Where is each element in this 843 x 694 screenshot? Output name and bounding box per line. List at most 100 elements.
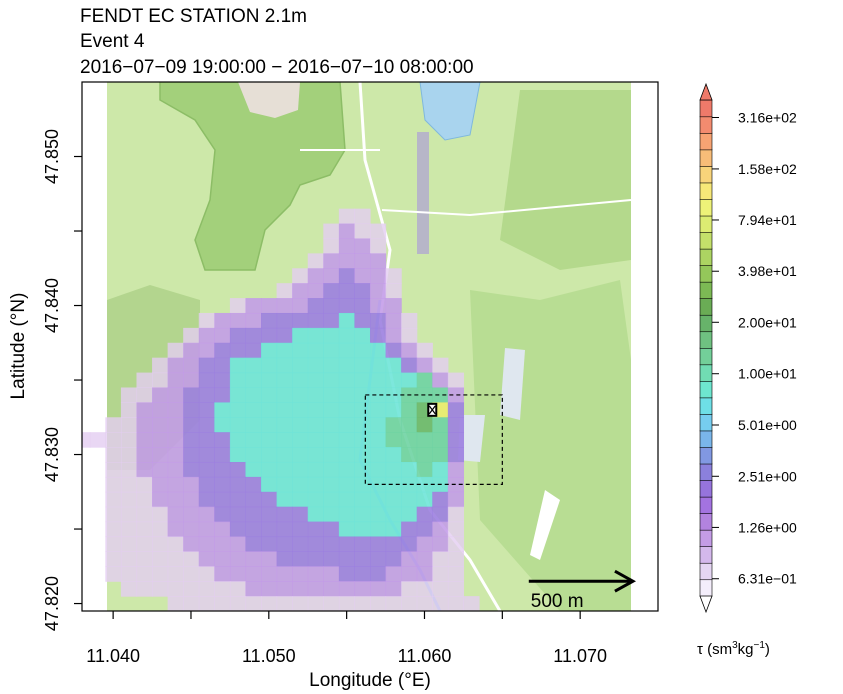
- footprint-cell: [447, 372, 465, 389]
- footprint-cell: [120, 581, 138, 597]
- footprint-cell: [370, 223, 387, 240]
- colorbar-segment: [699, 182, 713, 200]
- footprint-cell: [214, 461, 231, 478]
- footprint-cell: [416, 447, 433, 463]
- footprint-cell: [354, 447, 371, 463]
- footprint-cell: [323, 521, 340, 538]
- x-axis-label: Longitude (°E): [309, 670, 431, 691]
- footprint-cell: [307, 506, 324, 523]
- footprint-cell: [183, 372, 200, 389]
- footprint-cell: [136, 536, 153, 552]
- footprint-cell: [276, 312, 293, 329]
- footprint-cell: [245, 596, 262, 611]
- footprint-cell: [292, 447, 309, 463]
- footprint-cell: [245, 476, 262, 493]
- footprint-cell: [229, 521, 247, 538]
- footprint-cell: [214, 566, 231, 582]
- footprint-cell: [307, 596, 324, 611]
- footprint-cell: [338, 312, 356, 329]
- x-tick-label: 11.070: [553, 646, 607, 666]
- footprint-cell: [432, 387, 449, 403]
- footprint-cell: [261, 402, 278, 418]
- footprint-cell: [167, 461, 184, 478]
- footprint-cell: [385, 312, 402, 329]
- colorbar-segment: [699, 149, 713, 167]
- footprint-cell: [385, 298, 402, 314]
- footprint-cell: [323, 536, 340, 552]
- footprint-cell: [323, 372, 340, 389]
- footprint-cell: [385, 447, 402, 463]
- footprint-cell: [276, 342, 293, 359]
- footprint-cell: [261, 342, 278, 359]
- colorbar-segment: [699, 380, 713, 399]
- colorbar-lower-arrow: [699, 595, 713, 614]
- footprint-cell: [261, 521, 278, 538]
- footprint-cell: [354, 417, 371, 433]
- footprint-cell: [401, 581, 418, 597]
- footprint-cell: [198, 476, 215, 493]
- footprint-cell: [370, 521, 387, 538]
- footprint-cell: [354, 283, 371, 299]
- footprint-cell: [370, 327, 387, 344]
- footprint-cell: [276, 402, 293, 418]
- footprint-cell: [370, 551, 387, 567]
- footprint-cell: [261, 596, 278, 611]
- colorbar-segment: [699, 479, 713, 498]
- footprint-cell: [105, 506, 122, 523]
- colorbar-segment: [699, 281, 713, 299]
- footprint-cell: [401, 536, 418, 552]
- footprint-cell: [292, 432, 309, 448]
- footprint-cell: [276, 566, 293, 582]
- footprint-cell: [167, 491, 184, 508]
- footprint-cell: [152, 372, 169, 389]
- footprint-cell: [276, 461, 293, 478]
- footprint-cell: [323, 491, 340, 508]
- footprint-cell: [245, 327, 262, 344]
- footprint-cell: [136, 402, 153, 418]
- footprint-cell: [276, 387, 293, 403]
- colorbar-label-sup-1: 3: [732, 640, 738, 651]
- footprint-cell: [276, 506, 293, 523]
- footprint-cell: [292, 327, 309, 344]
- footprint-cell: [105, 536, 122, 552]
- footprint-cell: [385, 461, 402, 478]
- footprint-cell: [354, 521, 371, 538]
- footprint-cell: [354, 312, 371, 329]
- footprint-cell: [416, 342, 433, 359]
- footprint-cell: [338, 596, 356, 611]
- footprint-cell: [323, 223, 340, 240]
- footprint-cell: [152, 402, 169, 418]
- footprint-cell: [183, 506, 200, 523]
- footprint-cell: [354, 581, 371, 597]
- x-tick-label: 11.050: [242, 646, 296, 666]
- footprint-cell: [276, 476, 293, 493]
- footprint-cell: [323, 387, 340, 403]
- footprint-cell: [198, 312, 215, 329]
- footprint-cell: [261, 536, 278, 552]
- footprint-cell: [323, 596, 340, 611]
- footprint-cell: [432, 521, 449, 538]
- footprint-cell: [370, 491, 387, 508]
- footprint-cell: [370, 566, 387, 582]
- footprint-cell: [307, 417, 324, 433]
- footprint-cell: [432, 432, 449, 448]
- footprint-cell: [229, 402, 247, 418]
- footprint-cell: [214, 506, 231, 523]
- colorbar-label-suffix: ): [765, 641, 770, 658]
- footprint-cell: [432, 581, 449, 597]
- footprint-cell: [105, 551, 122, 567]
- footprint-cell: [198, 327, 215, 344]
- footprint-cell: [183, 432, 200, 448]
- footprint-cell: [416, 506, 433, 523]
- footprint-cell: [370, 238, 387, 254]
- y-tick-label: 47.820: [42, 576, 62, 631]
- colorbar-segment: [699, 165, 713, 184]
- footprint-cell: [338, 238, 356, 254]
- footprint-cell: [245, 506, 262, 523]
- footprint-cell: [338, 357, 356, 374]
- footprint-cell: [229, 536, 247, 552]
- footprint-cell: [307, 312, 324, 329]
- footprint-cell: [136, 387, 153, 403]
- footprint-cell: [338, 447, 356, 463]
- footprint-cell: [152, 387, 169, 403]
